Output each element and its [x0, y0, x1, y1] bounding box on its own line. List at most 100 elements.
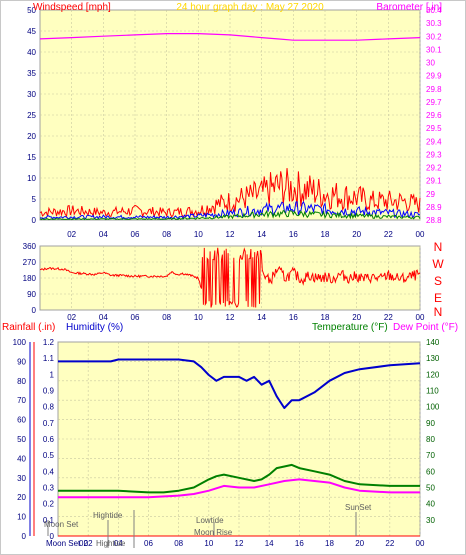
rainfall-ytick: 0.6 [43, 435, 55, 444]
wind-ytick-left: 45 [27, 27, 36, 36]
wind-xtick: 08 [162, 230, 171, 239]
direction-xtick: 10 [194, 313, 203, 322]
humidity-ytick: 60 [17, 416, 26, 425]
barometer-ytick: 29 [426, 190, 435, 199]
humidity-ytick: 20 [17, 493, 26, 502]
direction-xtick: 16 [289, 313, 298, 322]
wind-xtick: 02 [67, 230, 76, 239]
direction-ytick: 0 [32, 306, 37, 315]
temperature-ytick: 110 [426, 387, 439, 396]
rainfall-ytick: 1.2 [43, 338, 55, 347]
lowtide-label: Lowtide [196, 516, 224, 525]
rainfall-ytick: 0.3 [43, 484, 55, 493]
rainfall-ytick: 0.1 [43, 516, 55, 525]
temperature-ytick: 100 [426, 403, 440, 412]
sunrise-code-label: 02 [79, 539, 88, 548]
temperature-ytick: 140 [426, 338, 440, 347]
barometer-ytick: 28.8 [426, 216, 442, 225]
humidity-ytick: 30 [17, 474, 26, 483]
rainfall-ytick: 0.9 [43, 387, 55, 396]
direction-ytick: 360 [23, 242, 37, 251]
rainfall-ytick: 0.8 [43, 403, 55, 412]
wind-xtick: 18 [321, 230, 330, 239]
humidity-ytick: 50 [17, 435, 26, 444]
wind-direction-line [39, 247, 421, 308]
temperature-line [58, 463, 420, 494]
dewpoint-line [58, 478, 420, 499]
temperature-ytick: 60 [426, 467, 435, 476]
direction-xtick: 18 [321, 313, 330, 322]
barometer-line [39, 32, 421, 41]
compass-e: E [434, 291, 442, 305]
rainfall-ytick: 1.1 [43, 354, 55, 363]
direction-xtick: 04 [99, 313, 108, 322]
humidity-xtick: 14 [265, 539, 274, 548]
humidity-xtick: 12 [235, 539, 244, 548]
wind-average-line [39, 209, 421, 221]
wind-xtick: 20 [352, 230, 361, 239]
wind-xtick: 14 [257, 230, 266, 239]
temperature-ytick: 30 [426, 516, 435, 525]
temperature-ytick: 90 [426, 419, 435, 428]
temperature-ytick: 120 [426, 370, 440, 379]
direction-ytick: 90 [27, 290, 36, 299]
temperature-label: Temperature (°F) [312, 322, 388, 333]
hightide-label-1: Hightide [93, 511, 123, 520]
direction-xtick: 08 [162, 313, 171, 322]
barometer-ytick: 28.9 [426, 203, 442, 212]
wind-xtick: 12 [226, 230, 235, 239]
wind-ytick-left: 5 [32, 195, 37, 204]
astronomy-events: Moon Set Hightide Hightide Lowtide Moon … [44, 503, 372, 548]
barometer-ytick: 29.2 [426, 164, 442, 173]
temperature-ytick: 50 [426, 484, 435, 493]
barometer-ytick: 30.2 [426, 32, 442, 41]
wind-ytick-left: 50 [27, 6, 36, 15]
barometer-ytick: 30.1 [426, 45, 442, 54]
compass-s: S [434, 274, 442, 288]
rainfall-ytick: 0.5 [43, 451, 55, 460]
humidity-ytick: 90 [17, 357, 26, 366]
temperature-ytick: 40 [426, 500, 435, 509]
sunset-label: SunSet [345, 503, 372, 512]
humidity-ytick: 80 [17, 377, 26, 386]
wind-xtick: 10 [194, 230, 203, 239]
humidity-xtick: 10 [204, 539, 213, 548]
humidity-xtick: 18 [325, 539, 334, 548]
wind-xtick: 00 [416, 230, 425, 239]
humidity-ytick: 0 [22, 532, 27, 541]
rainfall-ytick: 0.4 [43, 467, 55, 476]
humidity-ytick: 10 [17, 513, 26, 522]
rainfall-ytick: 0.7 [43, 419, 55, 428]
temperature-ytick: 70 [426, 451, 435, 460]
wind-ytick-left: 40 [27, 48, 36, 57]
windspeed-label: Windspeed [mph] [33, 2, 111, 13]
barometer-ytick: 29.7 [426, 98, 442, 107]
humidity-xtick: 06 [144, 539, 153, 548]
barometer-ytick: 29.3 [426, 150, 442, 159]
humidity-ytick: 40 [17, 454, 26, 463]
wind-ytick-left: 20 [27, 132, 36, 141]
barometer-label: Barometer [.in] [376, 2, 442, 13]
humidity-xtick: 08 [174, 539, 183, 548]
moonrise-label: Moon Rise [194, 528, 233, 537]
wind-xtick: 16 [289, 230, 298, 239]
wind-speed-line [39, 200, 421, 220]
temperature-ytick: 80 [426, 435, 435, 444]
compass-n-bottom: N [434, 305, 443, 319]
barometer-ytick: 29.4 [426, 137, 442, 146]
direction-xtick: 00 [416, 313, 425, 322]
direction-xtick: 22 [384, 313, 393, 322]
barometer-ytick: 29.6 [426, 111, 442, 120]
dewpoint-label: Dew Point (°F) [393, 322, 458, 333]
wind-ytick-left: 15 [27, 153, 36, 162]
wind-ytick-left: 30 [27, 90, 36, 99]
barometer-ytick: 30.3 [426, 19, 442, 28]
humidity-xtick: 00 [416, 539, 425, 548]
rainfall-ytick: 1 [50, 370, 55, 379]
rainfall-label: Rainfall (.in) [2, 322, 55, 333]
wind-xtick: 04 [99, 230, 108, 239]
humidity-line [58, 358, 421, 409]
compass-n-top: N [434, 240, 443, 254]
